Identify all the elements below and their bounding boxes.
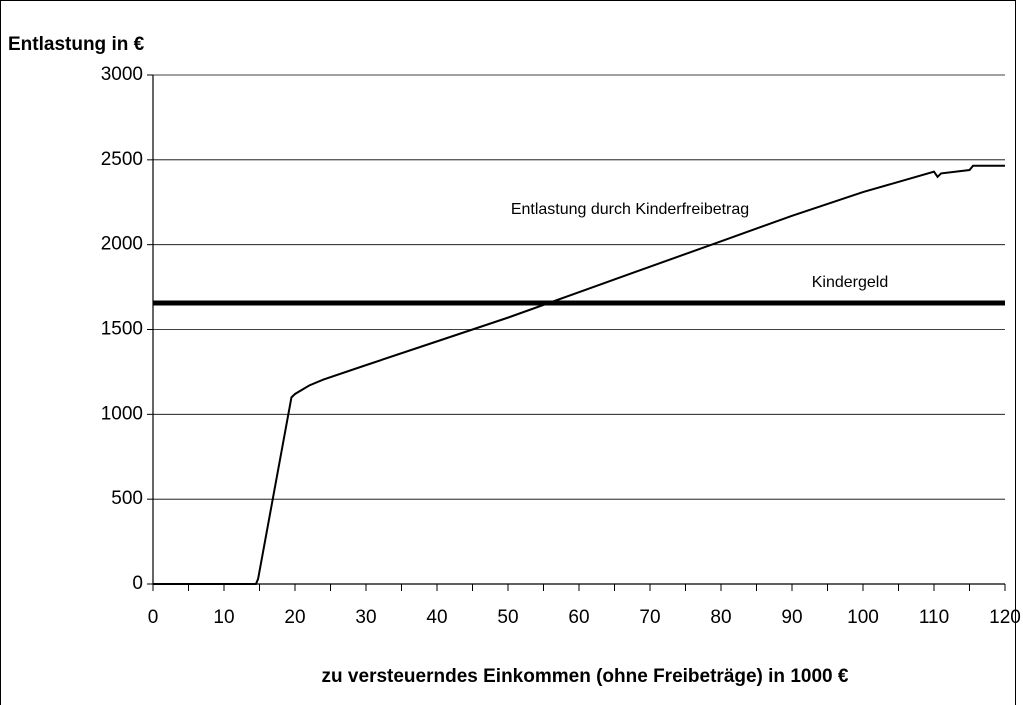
- x-tick-label: 20: [284, 607, 305, 628]
- chart-title: Entlastung in €: [8, 34, 145, 55]
- series-label: Kindergeld: [812, 274, 889, 291]
- y-tick-label: 2500: [101, 149, 143, 170]
- x-tick-label: 70: [639, 607, 660, 628]
- x-tick-label: 60: [568, 607, 589, 628]
- x-tick-label: 110: [919, 607, 949, 628]
- x-tick-label: 50: [497, 607, 518, 628]
- x-tick-label: 120: [989, 607, 1021, 628]
- x-tick-label: 0: [148, 607, 159, 628]
- y-tick-label: 3000: [101, 64, 143, 85]
- y-tick-label: 500: [111, 488, 143, 509]
- x-tick-label: 40: [426, 607, 447, 628]
- y-tick-label: 0: [132, 573, 143, 594]
- x-tick-label: 30: [355, 607, 376, 628]
- y-tick-label: 1500: [101, 319, 143, 340]
- y-tick-label: 1000: [101, 403, 143, 424]
- x-tick-label: 10: [213, 607, 234, 628]
- x-tick-label: 100: [847, 607, 879, 628]
- series-line: [153, 164, 1005, 585]
- x-axis-label: zu versteuerndes Einkommen (ohne Freibet…: [322, 666, 849, 687]
- series-label: Entlastung durch Kinderfreibetrag: [511, 201, 749, 218]
- x-tick-label: 80: [710, 607, 731, 628]
- x-tick-label: 90: [781, 607, 802, 628]
- y-tick-label: 2000: [101, 234, 143, 255]
